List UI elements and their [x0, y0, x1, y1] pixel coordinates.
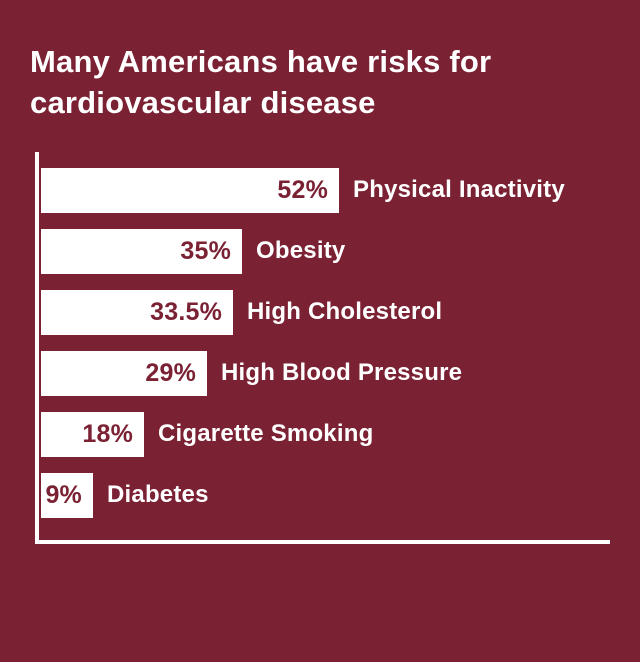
bar-row: 18% Cigarette Smoking: [41, 411, 640, 457]
bar: 9%: [41, 472, 93, 518]
bar-value-label: 35%: [180, 236, 231, 265]
x-axis-line: [35, 539, 610, 544]
bar-value-label: 29%: [145, 358, 196, 387]
bar-row: 9% Diabetes: [41, 472, 640, 518]
bar-category-label: Physical Inactivity: [353, 176, 565, 204]
bar-value-label: 52%: [277, 175, 328, 204]
bar-category-label: Cigarette Smoking: [158, 420, 374, 448]
bar-category-label: Diabetes: [107, 481, 209, 509]
bar: 29%: [41, 350, 207, 396]
bar-row: 33.5% High Cholesterol: [41, 289, 640, 335]
bar-value-label: 18%: [82, 419, 133, 448]
bar-row: 52% Physical Inactivity: [41, 167, 640, 213]
bar: 33.5%: [41, 289, 233, 335]
bar-value-label: 9%: [45, 480, 82, 509]
bar-row: 29% High Blood Pressure: [41, 350, 640, 396]
bar: 35%: [41, 228, 242, 274]
bar-row: 35% Obesity: [41, 228, 640, 274]
bar: 52%: [41, 167, 339, 213]
chart-title: Many Americans have risks for cardiovasc…: [30, 44, 492, 120]
bar-category-label: High Cholesterol: [247, 298, 443, 326]
bar: 18%: [41, 411, 144, 457]
bar-chart: 52% Physical Inactivity 35% Obesity 33.5% Hig…: [35, 151, 640, 544]
bar-value-label: 33.5%: [150, 297, 222, 326]
plot-area: 52% Physical Inactivity 35% Obesity 33.5% Hig…: [35, 151, 640, 540]
bar-category-label: Obesity: [256, 237, 346, 265]
bar-category-label: High Blood Pressure: [221, 359, 463, 387]
